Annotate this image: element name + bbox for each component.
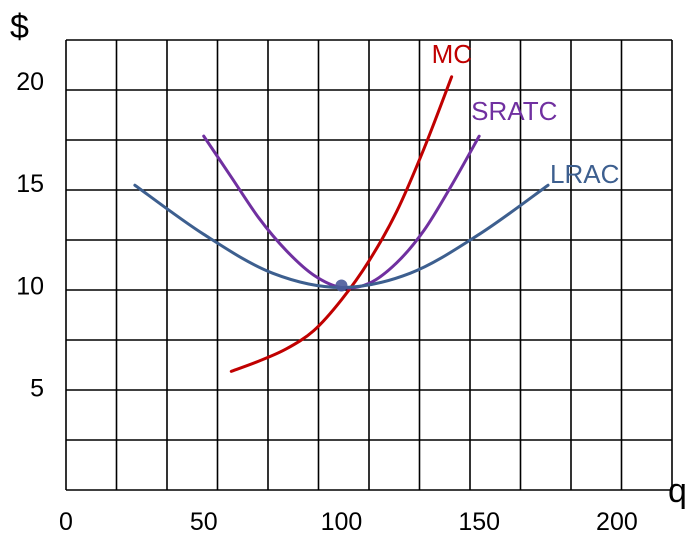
y-tick-label: 10 (16, 272, 44, 300)
x-axis-title: q (668, 472, 687, 510)
y-tick-label: 20 (16, 68, 44, 96)
x-tick-label: 100 (321, 508, 363, 536)
axis-ticks: 0 50 100 150 200 5 10 15 20 (16, 68, 638, 536)
series-label-sratc: SRATC (471, 96, 557, 126)
y-axis-title: $ (10, 8, 29, 46)
y-tick-label: 5 (30, 375, 44, 403)
x-tick-label: 200 (596, 508, 638, 536)
grid (65, 39, 673, 491)
intersection-point (335, 279, 348, 292)
x-tick-label: 0 (59, 508, 73, 536)
series-line-sratc (202, 134, 481, 290)
y-tick-label: 15 (16, 170, 44, 198)
series-labels: MC SRATC LRAC (432, 39, 620, 189)
series-label-mc: MC (432, 39, 472, 69)
series-line-mc (229, 75, 454, 373)
series-line-lrac (133, 183, 550, 290)
x-tick-label: 150 (458, 508, 500, 536)
series-label-lrac: LRAC (550, 159, 619, 189)
data-points (335, 279, 348, 292)
x-tick-label: 50 (190, 508, 218, 536)
